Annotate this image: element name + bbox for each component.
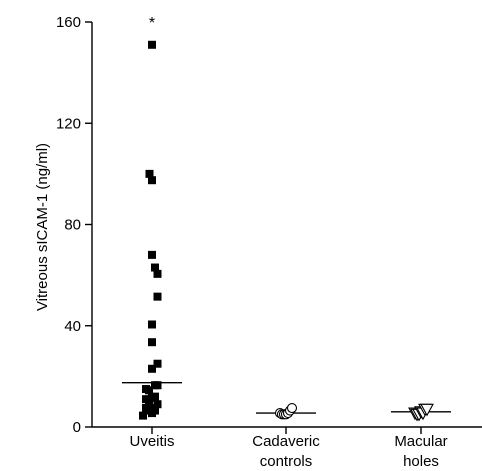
data-point — [148, 40, 156, 49]
data-point — [153, 400, 162, 409]
data-point — [153, 269, 162, 278]
data-point — [145, 169, 154, 178]
data-point — [153, 292, 162, 301]
y-tick-label: 160 — [56, 14, 81, 31]
x-category-label: holes — [403, 453, 439, 470]
data-point — [148, 176, 156, 185]
y-tick-label: 40 — [64, 318, 81, 335]
x-category-label: Macular — [394, 433, 447, 450]
y-tick-label: 120 — [56, 115, 81, 132]
data-point — [148, 320, 156, 329]
data-point — [148, 250, 156, 259]
x-category-label: Cadaveric — [252, 433, 320, 450]
x-category-label: controls — [260, 453, 313, 470]
data-point — [420, 403, 434, 417]
data-point — [148, 338, 156, 347]
data-point — [139, 411, 147, 420]
data-point — [153, 381, 162, 390]
data-points: * — [122, 15, 451, 422]
y-tick-label: 0 — [73, 419, 81, 436]
data-point — [145, 386, 153, 395]
x-category-label: Uveitis — [129, 433, 174, 450]
data-point — [286, 402, 298, 414]
data-point — [151, 392, 159, 401]
significance-asterisk: * — [149, 15, 155, 32]
y-tick-label: 80 — [64, 217, 81, 234]
data-point — [151, 263, 159, 272]
data-point — [153, 359, 162, 368]
data-point — [148, 409, 156, 418]
data-point — [148, 364, 156, 373]
axes: 0 40 80 120 160 Uveitis Cadaveric controls Macul… — [56, 14, 482, 470]
y-axis-title: Vitreous sICAM-1 (ng/ml) — [34, 143, 51, 311]
